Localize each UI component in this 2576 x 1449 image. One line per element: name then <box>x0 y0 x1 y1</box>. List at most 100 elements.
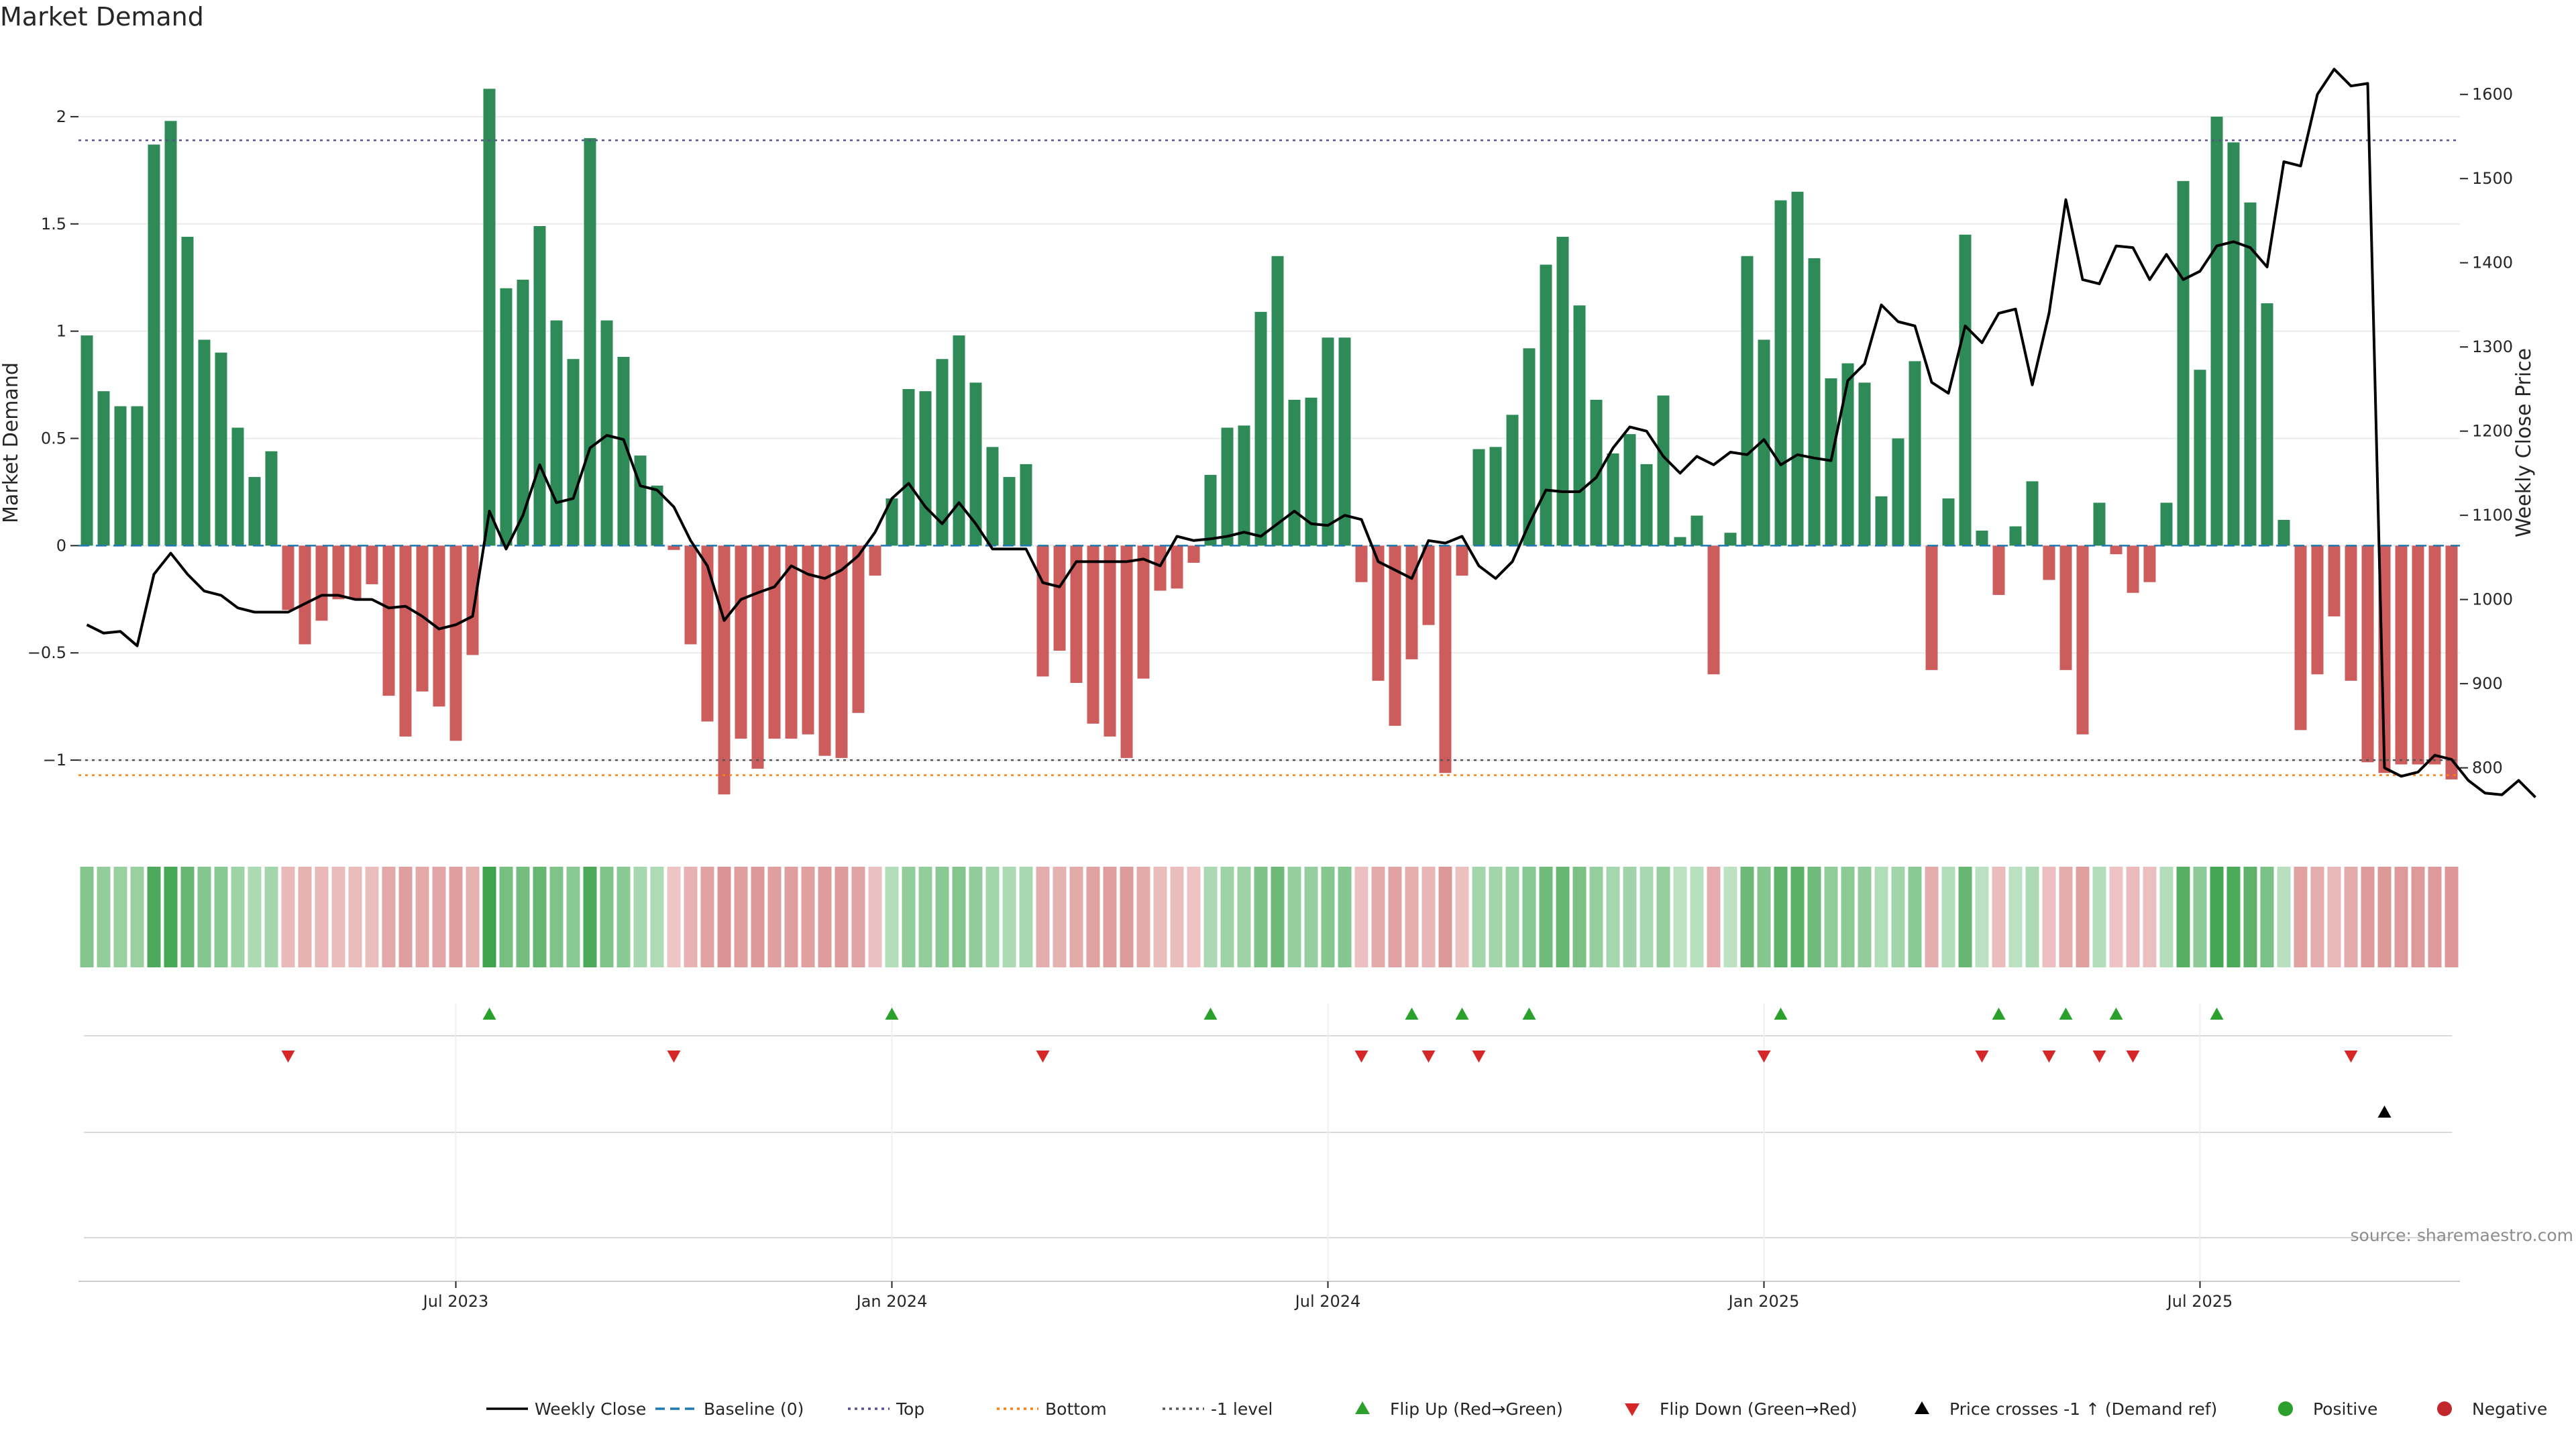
positive-bar <box>1640 464 1653 546</box>
positive-bar <box>1573 305 1586 546</box>
strip-cell <box>2008 867 2023 967</box>
strip-cell <box>1271 867 1285 967</box>
legend-label: -1 level <box>1211 1399 1273 1419</box>
y-tick-label-right: 1200 <box>2472 422 2513 441</box>
legend-label: Price crosses -1 ↑ (Demand ref) <box>1949 1399 2217 1419</box>
negative-bar <box>2361 545 2374 763</box>
strip-cell <box>1086 867 1100 967</box>
positive-bar <box>1657 395 1670 546</box>
legend-label: Weekly Close <box>535 1399 646 1419</box>
positive-bar <box>1506 415 1519 546</box>
positive-bar <box>2261 303 2273 546</box>
positive-bar <box>1674 537 1686 546</box>
flip-down-marker <box>667 1051 681 1063</box>
positive-bar <box>1003 477 1016 546</box>
negative-bar <box>299 545 311 645</box>
positive-bar <box>131 406 144 546</box>
strip-cell <box>1941 867 1955 967</box>
positive-bar <box>1523 348 1536 546</box>
positive-bar <box>1288 399 1301 546</box>
strip-cell <box>2260 867 2274 967</box>
y-tick-label-right: 1000 <box>2472 590 2513 609</box>
negative-bar <box>1053 545 1066 651</box>
positive-bar <box>2160 502 2173 546</box>
strip-cell <box>264 867 278 967</box>
strip-cell <box>1371 867 1385 967</box>
strip-cell <box>1187 867 1201 967</box>
positive-bar <box>634 455 647 546</box>
strip-cell <box>835 867 849 967</box>
strip-cell <box>1354 867 1368 967</box>
strip-cell <box>432 867 446 967</box>
strip-cell <box>2428 867 2442 967</box>
positive-bar <box>500 288 513 546</box>
positive-bar <box>1590 399 1603 546</box>
strip-cell <box>616 867 631 967</box>
x-axis: Jul 2023 Jan 2024 Jul 2024 Jan 2025 Jul 2025 <box>78 1281 2460 1311</box>
positive-bar <box>1322 337 1334 546</box>
strip-cell <box>1019 867 1033 967</box>
strip-cell <box>1807 867 1821 967</box>
flip-down-marker <box>281 1051 295 1063</box>
legend-label: Bottom <box>1045 1399 1107 1419</box>
legend-label: Positive <box>2313 1399 2377 1419</box>
positive-bar <box>1825 378 1837 546</box>
strip-cell <box>1925 867 1939 967</box>
strip-cell <box>1136 867 1150 967</box>
negative-bar <box>701 545 714 722</box>
strip-cell <box>365 867 379 967</box>
reference-lines <box>78 139 2460 776</box>
strip-cell <box>415 867 429 967</box>
strip-cell <box>1170 867 1184 967</box>
strip-cell <box>734 867 748 967</box>
negative-bar <box>852 545 865 713</box>
chart-title: Market Demand <box>0 2 204 32</box>
negative-bar <box>2059 545 2072 670</box>
strip-cell <box>348 867 362 967</box>
strip-cell <box>97 867 111 967</box>
positive-bar <box>1741 256 1754 546</box>
strip-cell <box>1438 867 1452 967</box>
positive-bar <box>1607 453 1619 546</box>
negative-bar <box>433 545 445 707</box>
strip-cell <box>751 867 765 967</box>
legend-label: Negative <box>2472 1399 2547 1419</box>
negative-bar <box>1405 545 1418 659</box>
negative-bar <box>2294 545 2307 731</box>
positive-bar <box>1338 337 1351 546</box>
positive-bar <box>2244 202 2257 546</box>
negative-bar <box>1036 545 1049 677</box>
strip-cell <box>885 867 899 967</box>
positive-bar <box>2177 180 2190 546</box>
negative-bar <box>2428 545 2441 765</box>
strip-cell <box>248 867 262 967</box>
positive-bar <box>919 391 932 546</box>
event-markers <box>84 1004 2452 1281</box>
strip-cell <box>667 867 681 967</box>
strip-cell <box>1824 867 1838 967</box>
negative-bar <box>751 545 764 769</box>
x-tick-label: Jul 2023 <box>422 1292 489 1311</box>
y-tick-label-left: 1.5 <box>41 215 66 233</box>
strip-cell <box>1539 867 1553 967</box>
strip-cell <box>2327 867 2341 967</box>
y-tick-label-right: 900 <box>2472 674 2503 693</box>
legend-item: Flip Up (Red→Green) <box>1355 1399 1563 1419</box>
legend-label: Baseline (0) <box>704 1399 804 1419</box>
flip-up-marker <box>1992 1008 2006 1020</box>
flip-down-marker <box>1036 1051 1050 1063</box>
positive-bar <box>936 359 949 546</box>
positive-bar <box>1724 533 1737 546</box>
positive-bar <box>1540 264 1552 546</box>
positive-bar <box>517 279 529 546</box>
strip-cell <box>2445 867 2459 967</box>
strip-cell <box>1640 867 1654 967</box>
strip-cell <box>1858 867 1872 967</box>
strip-cell <box>1589 867 1603 967</box>
strip-cell <box>1522 867 1536 967</box>
flip-down-marker <box>1975 1051 1989 1063</box>
positive-bar <box>1892 438 1904 546</box>
legend-item: Price crosses -1 ↑ (Demand ref) <box>1915 1399 2217 1419</box>
strip-cell <box>549 867 564 967</box>
